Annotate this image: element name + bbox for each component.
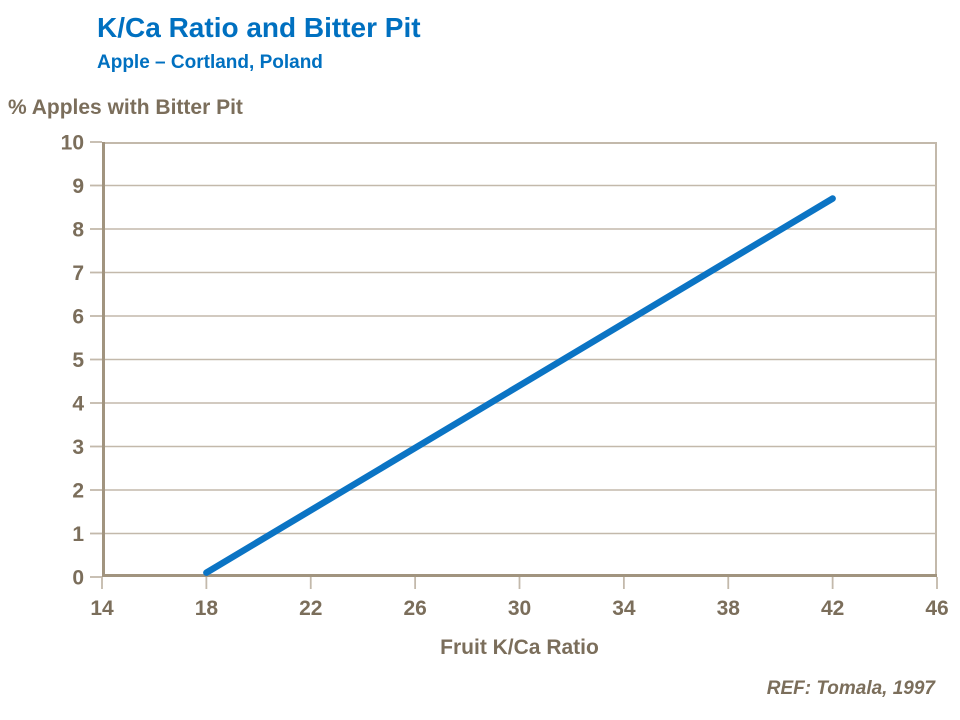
y-tick-label: 2 (72, 480, 84, 503)
y-tick-label: 10 (61, 132, 84, 155)
x-tick-label: 38 (717, 597, 741, 620)
y-tick-label: 7 (72, 262, 84, 285)
y-tick-label: 5 (72, 349, 84, 372)
chart-subtitle: Apple – Cortland, Poland (97, 52, 323, 73)
x-tick-label: 22 (299, 597, 322, 620)
y-tick-label: 0 (72, 567, 84, 590)
x-tick-label: 26 (403, 597, 426, 620)
x-tick-label: 42 (821, 597, 844, 620)
y-tick-label: 3 (72, 436, 84, 459)
y-tick-label: 8 (72, 219, 84, 242)
x-tick-label: 46 (925, 597, 948, 620)
y-tick-label: 4 (72, 393, 84, 416)
reference-citation: REF: Tomala, 1997 (766, 678, 935, 699)
plot-area: 0 1 2 3 4 5 6 7 8 9 10 14 18 22 26 30 34 38 42 46 (61, 132, 949, 621)
x-tick-label: 14 (90, 597, 114, 620)
y-tick-label: 1 (72, 523, 84, 546)
x-tick-label: 30 (508, 597, 531, 620)
y-tick-label: 6 (72, 306, 84, 329)
x-tick-label: 34 (612, 597, 636, 620)
x-axis-title: Fruit K/Ca Ratio (440, 636, 599, 659)
y-axis-title: % Apples with Bitter Pit (8, 96, 243, 119)
x-tick-label: 18 (195, 597, 219, 620)
chart-title: K/Ca Ratio and Bitter Pit (97, 12, 421, 43)
bitter-pit-regression-line (203, 195, 836, 576)
y-tick-label: 9 (72, 175, 84, 198)
